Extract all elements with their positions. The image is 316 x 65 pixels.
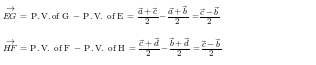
Text: $\overrightarrow{EG}\; =\; \mathrm{P.V.of\ G} \;-\; \mathrm{P.V.\ of\ E} \;=\; \: $\overrightarrow{EG}\; =\; \mathrm{P.V.o… [2,5,220,27]
Text: $\overrightarrow{HF}\; =\; \mathrm{P.V.\ of\ F} \;-\; \mathrm{P.V.\ of\ H} \;=\;: $\overrightarrow{HF}\; =\; \mathrm{P.V.\… [2,37,222,59]
